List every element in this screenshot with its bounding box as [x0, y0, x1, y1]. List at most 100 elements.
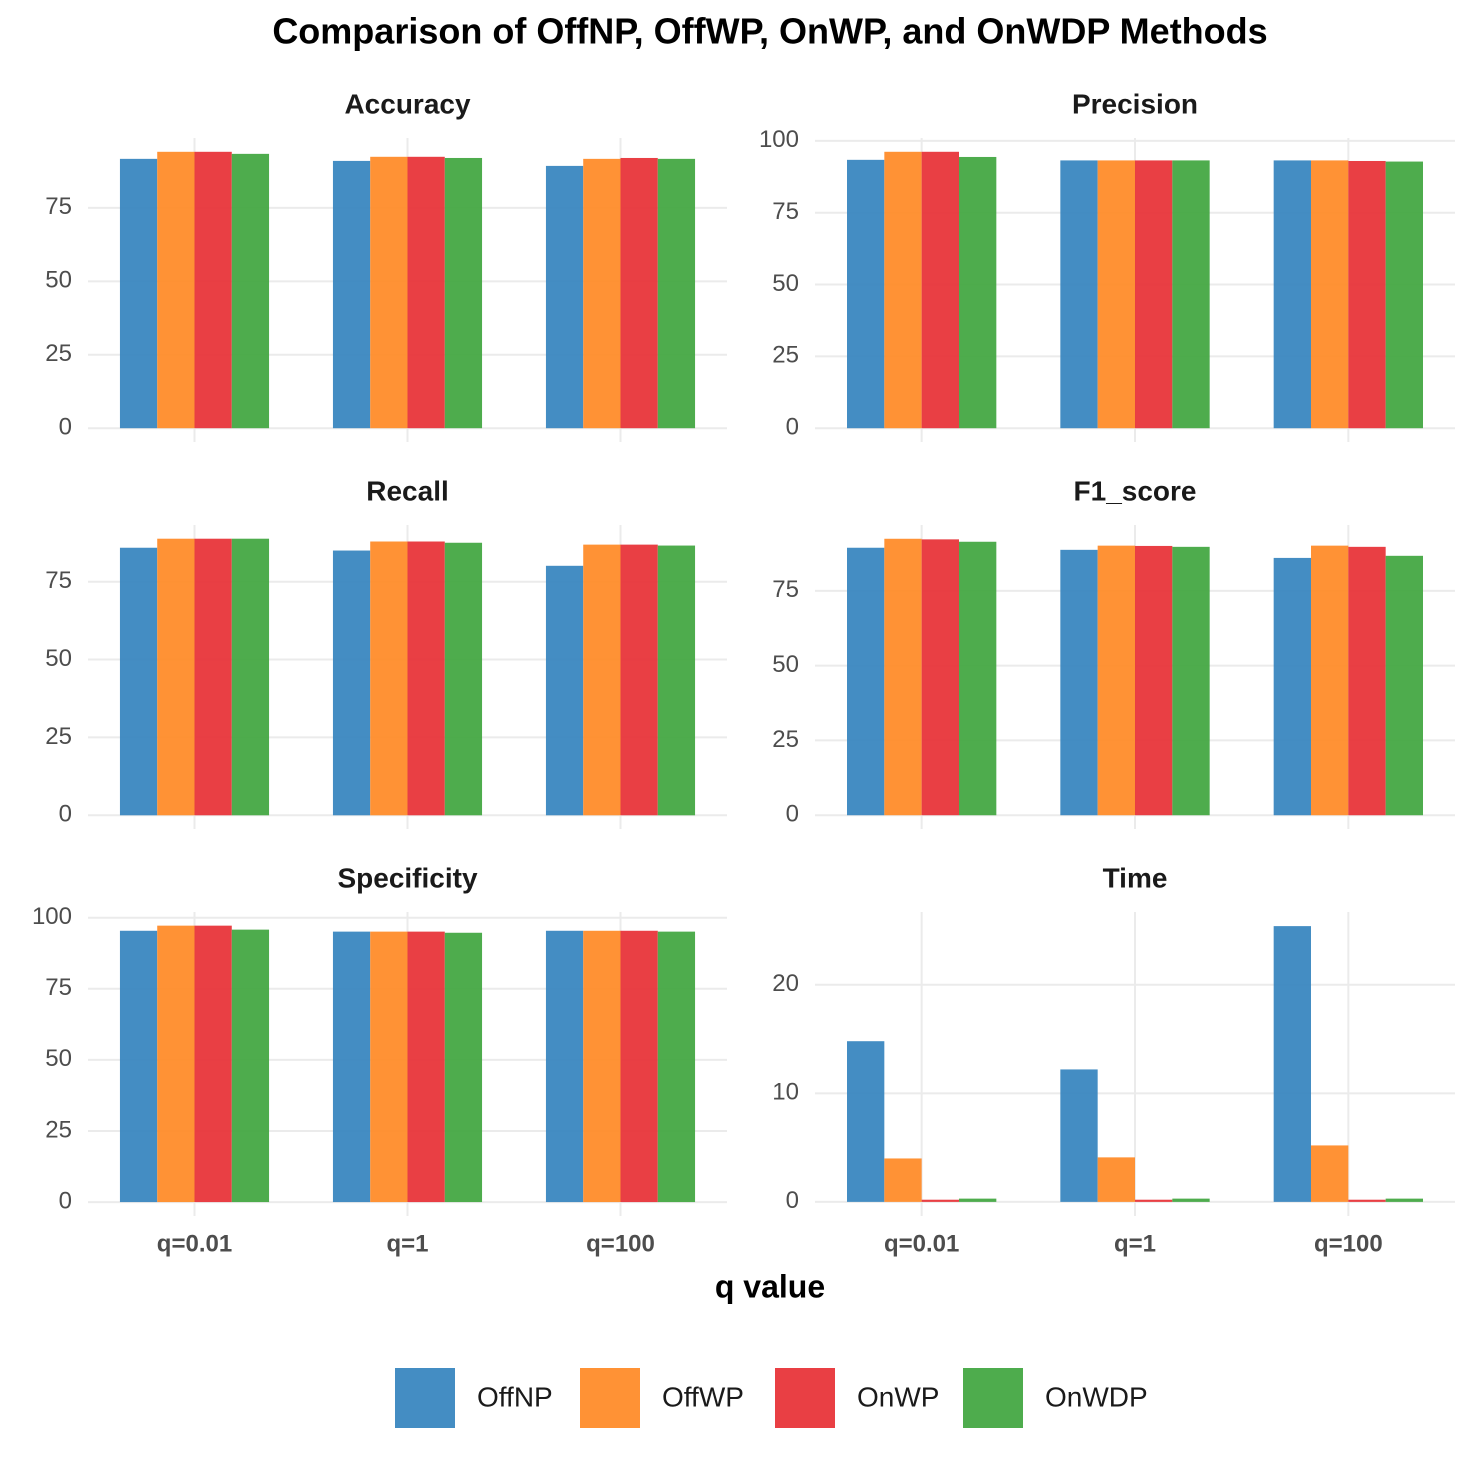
bar: [1273, 160, 1311, 429]
bar: [545, 165, 584, 429]
bar: [1311, 1145, 1349, 1202]
bar: [1385, 1198, 1423, 1202]
bar: [370, 156, 408, 429]
y-tick-label: 50: [45, 1045, 72, 1072]
bar: [1385, 161, 1423, 429]
bar: [1385, 555, 1423, 816]
bar: [583, 158, 621, 429]
y-tick-label: 10: [772, 1079, 799, 1106]
bar: [407, 541, 445, 816]
bar: [884, 1158, 922, 1202]
legend-key: [580, 1368, 640, 1428]
bar: [959, 1198, 997, 1202]
bar: [332, 160, 371, 429]
y-tick-label: 0: [59, 414, 72, 441]
y-tick-label: 100: [759, 126, 799, 153]
bar: [194, 538, 232, 816]
bar: [119, 930, 158, 1203]
bar: [545, 930, 584, 1203]
bar: [119, 158, 158, 429]
bar: [847, 1041, 885, 1202]
bar: [1135, 545, 1173, 816]
bar: [921, 1199, 959, 1202]
y-tick-label: 0: [786, 414, 799, 441]
bar: [1060, 549, 1098, 816]
bar: [194, 151, 232, 429]
x-tick-label: q=0.01: [157, 1230, 232, 1257]
bar: [620, 544, 658, 816]
bar: [1060, 160, 1098, 429]
y-tick-label: 75: [45, 567, 72, 594]
bar: [370, 931, 408, 1203]
y-tick-label: 75: [772, 198, 799, 225]
bar: [231, 929, 270, 1203]
panel-title: Recall: [366, 475, 449, 506]
bar: [1172, 160, 1210, 429]
panel-title: Precision: [1072, 88, 1198, 119]
panel-title: Time: [1103, 862, 1168, 893]
y-tick-label: 50: [45, 267, 72, 294]
bar: [1135, 1199, 1173, 1202]
x-tick-label: q=0.01: [884, 1230, 959, 1257]
bar: [231, 153, 270, 429]
bar: [959, 541, 997, 816]
bar: [884, 538, 922, 816]
bar: [583, 544, 621, 816]
legend-key: [395, 1368, 455, 1428]
bar: [119, 547, 158, 816]
legend-label: OffWP: [662, 1381, 744, 1412]
bar: [657, 545, 696, 816]
bar: [370, 541, 408, 816]
y-tick-label: 50: [772, 651, 799, 678]
bar: [444, 932, 483, 1203]
x-tick-label: q=100: [1314, 1230, 1383, 1257]
bar: [332, 550, 371, 816]
legend-key: [775, 1368, 835, 1428]
y-tick-label: 50: [45, 645, 72, 672]
y-tick-label: 0: [59, 1187, 72, 1214]
bar: [1172, 546, 1210, 816]
bar: [444, 157, 483, 429]
bar: [921, 539, 959, 816]
bar: [884, 151, 922, 429]
bar: [1060, 1069, 1098, 1202]
bar: [157, 925, 195, 1203]
y-tick-label: 0: [786, 1187, 799, 1214]
bar: [583, 930, 621, 1203]
bar: [1273, 926, 1311, 1202]
y-tick-label: 25: [772, 342, 799, 369]
bar: [1311, 545, 1349, 816]
bar: [847, 159, 885, 429]
y-tick-label: 25: [45, 1116, 72, 1143]
bar: [959, 156, 997, 429]
bar: [545, 565, 584, 816]
y-tick-label: 0: [59, 801, 72, 828]
y-tick-label: 25: [772, 726, 799, 753]
bar: [332, 931, 371, 1203]
panel-title: F1_score: [1074, 475, 1197, 506]
bar: [157, 151, 195, 429]
bar: [620, 157, 658, 429]
bar: [194, 925, 232, 1203]
bar: [1097, 545, 1135, 816]
chart-title: Comparison of OffNP, OffWP, OnWP, and On…: [272, 11, 1267, 52]
y-tick-label: 0: [786, 801, 799, 828]
bar: [657, 158, 696, 429]
legend-label: OnWDP: [1045, 1381, 1148, 1412]
bar: [444, 542, 483, 816]
y-tick-label: 75: [45, 193, 72, 220]
bar: [921, 151, 959, 429]
bar: [157, 538, 195, 816]
bar: [1348, 160, 1386, 429]
y-tick-label: 50: [772, 270, 799, 297]
panel-title: Accuracy: [344, 88, 471, 119]
y-tick-label: 25: [45, 340, 72, 367]
bar: [1097, 160, 1135, 429]
bar: [1172, 1198, 1210, 1202]
bar: [407, 931, 445, 1203]
bar: [847, 547, 885, 816]
bar: [1135, 160, 1173, 429]
legend-label: OffNP: [477, 1381, 553, 1412]
bar: [1348, 1199, 1386, 1202]
